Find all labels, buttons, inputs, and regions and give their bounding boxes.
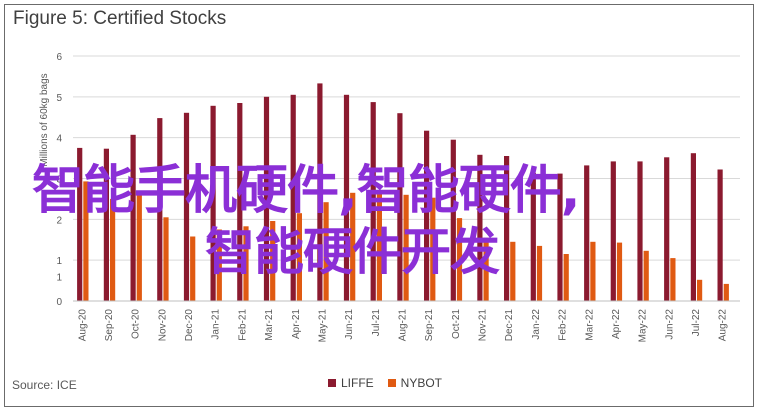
x-tick-label: Jun-22 (664, 309, 675, 340)
bar-nybot-jan-21 (216, 229, 222, 301)
x-tick-label: Oct-21 (451, 309, 462, 339)
x-tick-label: Jan-21 (211, 309, 222, 340)
bar-liffe-may-22 (637, 161, 643, 301)
x-tick-label: Sep-21 (424, 309, 435, 342)
bar-nybot-feb-22 (563, 254, 569, 301)
legend: LIFFE NYBOT (328, 376, 442, 390)
bar-liffe-aug-20 (77, 147, 83, 301)
bar-liffe-jan-21 (210, 105, 216, 301)
bar-nybot-nov-21 (483, 237, 489, 301)
bar-nybot-jul-21 (376, 192, 382, 301)
bar-nybot-may-21 (323, 202, 329, 301)
legend-label-liffe: LIFFE (341, 376, 374, 390)
x-axis-ticks: Aug-20 Sep-20 Oct-20 Nov-20 Dec-20 Jan-21 Feb-… (77, 309, 728, 343)
bar-liffe-jun-22 (664, 157, 670, 301)
bar-nybot-mar-22 (590, 241, 596, 301)
x-tick-label: Jun-21 (344, 309, 355, 340)
y-tick-label: 0 (56, 297, 62, 308)
bar-liffe-feb-21 (237, 103, 243, 301)
bar-liffe-jan-22 (530, 172, 536, 301)
bar-nybot-mar-21 (270, 221, 276, 301)
bar-liffe-oct-20 (130, 134, 136, 301)
y-tick-label: 5 (56, 93, 62, 104)
bar-liffe-aug-21 (397, 113, 403, 301)
x-tick-label: Aug-22 (718, 309, 729, 342)
bar-nybot-aug-20 (83, 181, 89, 301)
bars (77, 83, 729, 302)
x-tick-label: Nov-20 (157, 309, 168, 342)
bar-liffe-sep-20 (103, 148, 109, 301)
bar-liffe-dec-20 (183, 112, 190, 301)
bar-liffe-mar-22 (584, 165, 590, 301)
bar-liffe-jul-21 (370, 102, 376, 301)
bar-nybot-dec-20 (190, 236, 196, 301)
bar-liffe-jun-21 (343, 94, 350, 301)
y-tick-label: 1 (56, 256, 62, 267)
legend-item-nybot: NYBOT (387, 376, 443, 390)
x-tick-label: Jul-22 (691, 309, 702, 337)
bar-nybot-sep-20 (110, 198, 116, 301)
x-tick-label: Apr-22 (611, 309, 622, 339)
bar-liffe-apr-21 (290, 94, 296, 301)
x-tick-label: Dec-21 (504, 309, 515, 342)
bar-liffe-may-21 (317, 83, 323, 302)
bar-liffe-dec-21 (504, 156, 510, 301)
bar-nybot-jun-21 (350, 192, 356, 301)
bar-liffe-feb-22 (557, 173, 563, 301)
bar-nybot-jun-22 (670, 258, 676, 301)
x-tick-label: Aug-20 (77, 309, 88, 342)
bar-liffe-nov-20 (157, 118, 163, 301)
bar-nybot-oct-20 (136, 194, 142, 301)
bar-nybot-aug-21 (403, 194, 409, 301)
bar-nybot-jan-22 (536, 245, 543, 301)
x-tick-label: Mar-21 (264, 309, 275, 341)
y-tick-label: 6 (56, 52, 62, 63)
bar-nybot-may-22 (643, 250, 649, 301)
bar-nybot-apr-21 (296, 213, 302, 301)
y-tick-label: 1 (56, 273, 62, 284)
y-tick-label: 3 (56, 175, 62, 186)
bar-nybot-feb-21 (243, 226, 249, 301)
bar-liffe-sep-21 (424, 130, 430, 301)
x-tick-label: Oct-20 (131, 309, 142, 339)
legend-swatch-liffe (328, 379, 336, 387)
x-tick-label: Feb-22 (558, 309, 569, 341)
x-tick-label: Apr-21 (291, 309, 302, 339)
chart-title: Figure 5: Certified Stocks (13, 8, 227, 29)
bar-liffe-nov-21 (477, 154, 483, 301)
bar-nybot-dec-21 (510, 241, 516, 301)
bar-nybot-apr-22 (616, 242, 623, 301)
legend-label-nybot: NYBOT (400, 376, 443, 390)
x-tick-label: Nov-21 (478, 309, 489, 342)
y-axis-title: Millions of 60kg bags (39, 73, 50, 166)
x-tick-label: Mar-22 (584, 309, 595, 341)
bar-nybot-jul-22 (697, 279, 703, 301)
x-tick-label: Feb-21 (237, 309, 248, 341)
bar-nybot-oct-21 (456, 218, 463, 301)
bar-liffe-aug-22 (717, 169, 723, 301)
x-tick-label: Jan-22 (531, 309, 542, 340)
bar-liffe-apr-22 (610, 161, 616, 301)
bar-nybot-aug-22 (723, 283, 729, 301)
x-tick-label: Dec-20 (184, 309, 195, 342)
source-note: Source: ICE (12, 378, 77, 392)
bar-liffe-jul-22 (690, 153, 696, 301)
bar-nybot-nov-20 (163, 217, 169, 301)
y-tick-label: 2 (56, 215, 62, 226)
x-tick-label: May-21 (317, 309, 328, 343)
x-tick-label: Aug-21 (398, 309, 409, 342)
legend-item-liffe: LIFFE (328, 376, 374, 390)
x-tick-label: Jul-21 (371, 309, 382, 337)
legend-swatch-nybot (387, 379, 396, 387)
y-tick-label: 4 (56, 134, 62, 145)
x-tick-label: May-22 (638, 309, 649, 343)
bar-nybot-sep-21 (430, 197, 436, 301)
x-tick-label: Sep-20 (104, 309, 115, 342)
y-axis-ticks: 0 1 1 2 3 4 5 6 (56, 52, 62, 308)
bar-liffe-oct-21 (450, 139, 456, 301)
bar-liffe-mar-21 (263, 96, 270, 301)
